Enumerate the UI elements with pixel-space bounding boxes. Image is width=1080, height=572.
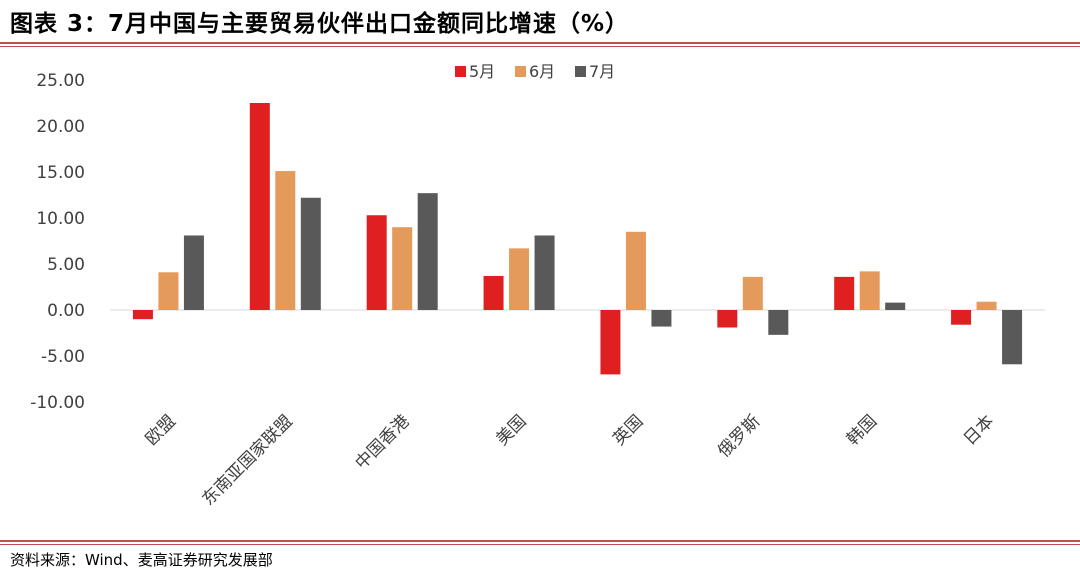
header-rule-thin <box>0 46 1080 47</box>
chart-title: 图表 3：7月中国与主要贸易伙伴出口金额同比增速（%） <box>10 11 630 37</box>
bar-7m-4 <box>651 310 672 327</box>
x-tick-label: 中国香港 <box>351 411 413 473</box>
y-tick-label: -5.00 <box>41 347 85 367</box>
legend-swatch <box>575 66 586 77</box>
x-tick-label: 韩国 <box>843 411 881 449</box>
bar-6m-1 <box>275 171 296 310</box>
bar-5m-2 <box>366 215 387 310</box>
bar-7m-7 <box>1002 310 1023 365</box>
bar-7m-0 <box>183 235 204 310</box>
footer-rule-thick <box>0 540 1080 542</box>
legend-label: 6月 <box>529 62 555 81</box>
y-tick-label: 15.00 <box>36 163 85 183</box>
legend-label: 5月 <box>469 62 495 81</box>
bar-5m-0 <box>132 310 153 320</box>
bar-5m-7 <box>951 310 972 325</box>
bar-7m-2 <box>417 193 438 310</box>
x-tick-label: 美国 <box>492 411 530 449</box>
y-tick-label: 10.00 <box>36 209 85 229</box>
bar-7m-3 <box>534 235 555 310</box>
footer-rule-thin <box>0 544 1080 545</box>
legend-swatch <box>455 66 466 77</box>
y-tick-label: -10.00 <box>30 393 85 413</box>
bar-5m-4 <box>600 310 621 375</box>
bar-5m-6 <box>834 276 855 310</box>
legend-label: 7月 <box>589 62 615 81</box>
x-tick-label: 英国 <box>609 411 647 449</box>
bar-7m-5 <box>768 310 789 335</box>
bar-5m-3 <box>483 275 504 310</box>
header-rule-thick <box>0 42 1080 44</box>
bar-6m-2 <box>392 227 413 310</box>
bar-6m-6 <box>859 271 880 310</box>
legend-swatch <box>515 66 526 77</box>
y-tick-label: 25.00 <box>36 71 85 91</box>
bar-5m-5 <box>717 310 738 328</box>
bar-7m-1 <box>300 197 321 310</box>
bar-6m-7 <box>976 301 997 310</box>
bar-5m-1 <box>249 103 270 310</box>
x-tick-label: 俄罗斯 <box>714 411 764 461</box>
y-tick-label: 0.00 <box>47 301 85 321</box>
x-tick-label: 东南亚国家联盟 <box>199 411 297 509</box>
bar-chart: 25.00 20.00 15.00 10.00 5.00 0.00 -5.00 -10.00 欧… <box>30 62 1045 510</box>
bar-6m-4 <box>625 231 646 310</box>
x-tick-label: 欧盟 <box>142 411 180 449</box>
bar-7m-6 <box>885 302 906 310</box>
y-tick-label: 20.00 <box>36 117 85 137</box>
bar-6m-3 <box>509 248 530 310</box>
y-tick-label: 5.00 <box>47 255 85 275</box>
x-tick-label: 日本 <box>960 411 998 449</box>
bar-6m-0 <box>158 272 179 310</box>
source-note: 资料来源：Wind、麦高证券研究发展部 <box>10 551 273 569</box>
bar-6m-5 <box>742 276 763 310</box>
